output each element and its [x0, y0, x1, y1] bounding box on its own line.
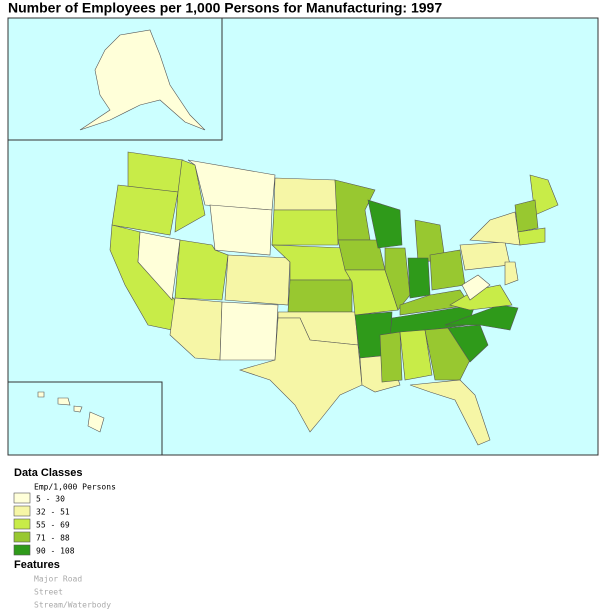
state — [137, 231, 181, 301]
state — [367, 199, 403, 249]
state — [384, 247, 411, 311]
legend-label: 90 - 108 — [36, 547, 75, 556]
state — [174, 159, 206, 233]
states — [37, 29, 559, 446]
state — [79, 29, 206, 131]
state — [169, 297, 223, 361]
state — [399, 329, 433, 381]
state — [461, 274, 491, 301]
state — [504, 261, 519, 286]
legend-swatch — [13, 544, 31, 556]
state — [344, 269, 399, 316]
legend-label: 71 - 88 — [36, 534, 70, 543]
state — [238, 317, 363, 433]
legend-label: 55 - 69 — [36, 521, 70, 530]
state — [407, 257, 431, 299]
legend-swatch — [13, 492, 31, 504]
legend-title: Data Classes — [14, 467, 83, 479]
state — [87, 411, 105, 433]
state — [224, 254, 291, 306]
legend-swatch — [13, 518, 31, 530]
state — [409, 379, 491, 446]
feature-label: Major Road — [34, 575, 82, 584]
map-title: Number of Employees per 1,000 Persons fo… — [8, 0, 442, 16]
legend-swatch — [13, 505, 31, 517]
hawaii-inset — [7, 381, 163, 456]
state — [447, 324, 489, 363]
legend-label: 5 - 30 — [36, 495, 65, 504]
state — [111, 184, 179, 236]
state — [334, 179, 376, 241]
state — [444, 304, 519, 331]
state — [271, 209, 339, 246]
state — [514, 199, 539, 233]
state — [209, 204, 273, 256]
state — [219, 301, 279, 361]
state — [424, 327, 471, 381]
state — [273, 177, 339, 211]
state — [429, 249, 466, 291]
state — [459, 241, 511, 271]
state — [379, 331, 403, 383]
state — [57, 397, 71, 406]
state — [287, 279, 353, 313]
state — [517, 227, 546, 246]
legend-swatch — [13, 531, 31, 543]
state — [37, 391, 45, 398]
legend-subtitle: Emp/1,000 Persons — [34, 483, 116, 492]
feature-label: Street — [34, 588, 63, 597]
state — [73, 405, 83, 413]
features-title: Features — [14, 559, 60, 571]
feature-label: Stream/Waterbody — [34, 601, 111, 610]
legend-label: 32 - 51 — [36, 508, 70, 517]
